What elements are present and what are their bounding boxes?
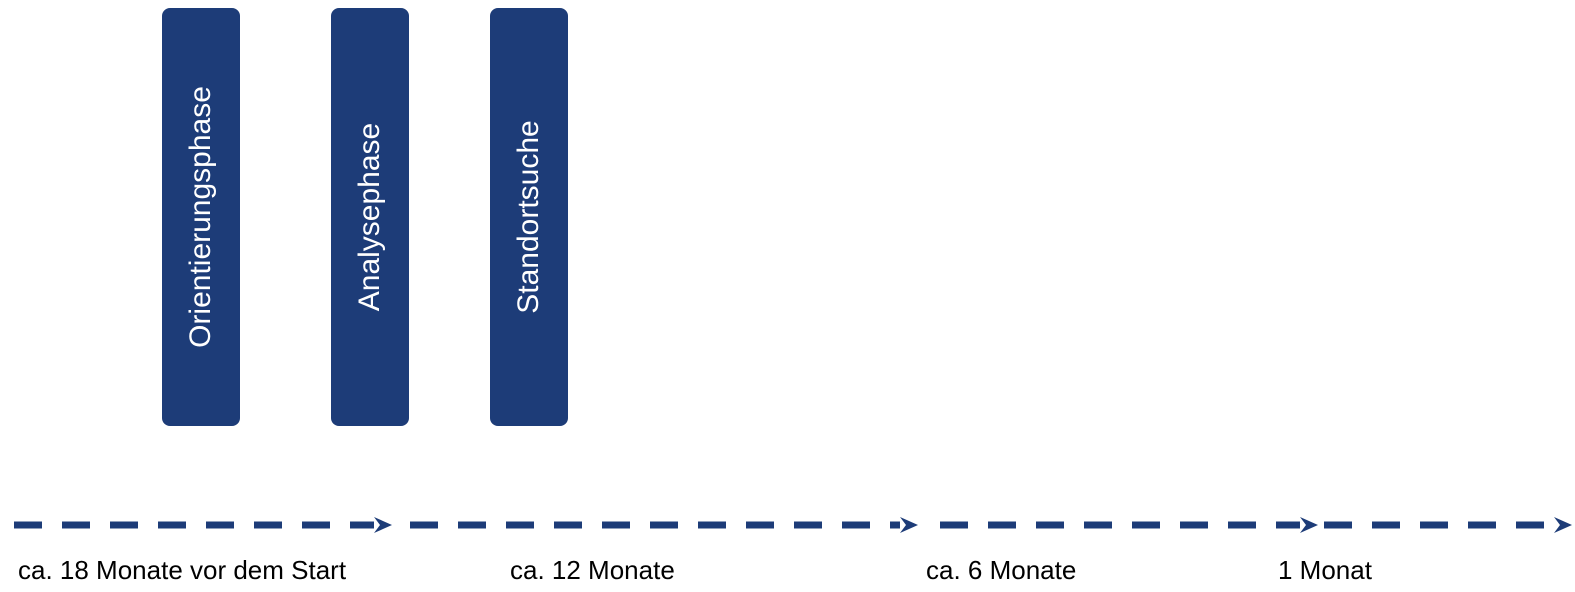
- timeline-label: ca. 18 Monate vor dem Start: [18, 555, 347, 585]
- timeline-label: ca. 6 Monate: [926, 555, 1077, 585]
- phase-label: Analysephase: [353, 122, 386, 312]
- phase-box-orientierungsphase: Orientierungsphase: [162, 8, 240, 426]
- timeline-arrow: [14, 517, 1572, 533]
- arrowhead-icon: [1300, 517, 1318, 533]
- timeline-label: ca. 12 Monate: [510, 555, 675, 585]
- phase-box-analysephase: Analysephase: [331, 8, 409, 426]
- phase-box-standortsuche: Standortsuche: [490, 8, 568, 426]
- arrowhead-icon: [374, 517, 392, 533]
- phase-label: Standortsuche: [512, 120, 545, 314]
- arrowhead-icon: [900, 517, 918, 533]
- timeline-label: 1 Monat: [1278, 555, 1372, 585]
- phase-label: Orientierungsphase: [184, 86, 217, 348]
- arrowhead-icon: [1554, 517, 1572, 533]
